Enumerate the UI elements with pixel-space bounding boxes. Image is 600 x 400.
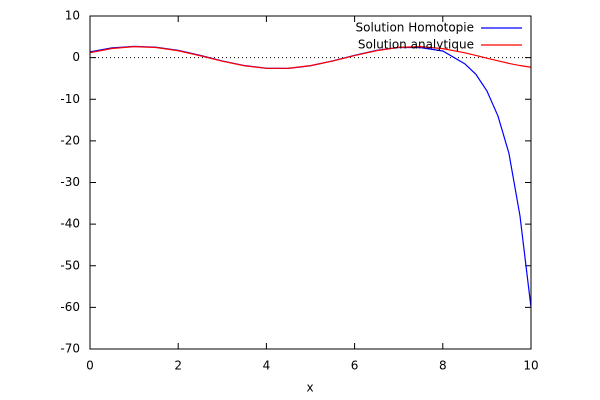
y-tick-label: -50 (60, 258, 80, 272)
y-tick-label: 10 (65, 9, 80, 23)
y-tick-label: 0 (72, 50, 80, 64)
y-tick-label: -70 (60, 342, 80, 356)
legend-label: Solution Homotopie (356, 21, 474, 35)
y-tick-label: -60 (60, 300, 80, 314)
x-tick-label: 6 (351, 359, 359, 373)
x-tick-label: 4 (263, 359, 271, 373)
legend-label: Solution analytique (358, 38, 474, 52)
x-axis-label: x (306, 381, 313, 395)
plot-border (89, 15, 532, 350)
y-tick-label: -30 (60, 175, 80, 189)
x-tick-label: 2 (174, 359, 182, 373)
y-tick-label: -40 (60, 217, 80, 231)
x-tick-label: 8 (439, 359, 447, 373)
x-tick-label: 0 (86, 359, 94, 373)
y-tick-label: -20 (60, 133, 80, 147)
y-tick-label: -10 (60, 92, 80, 106)
x-tick-label: 10 (523, 359, 538, 373)
series-line (89, 46, 532, 69)
